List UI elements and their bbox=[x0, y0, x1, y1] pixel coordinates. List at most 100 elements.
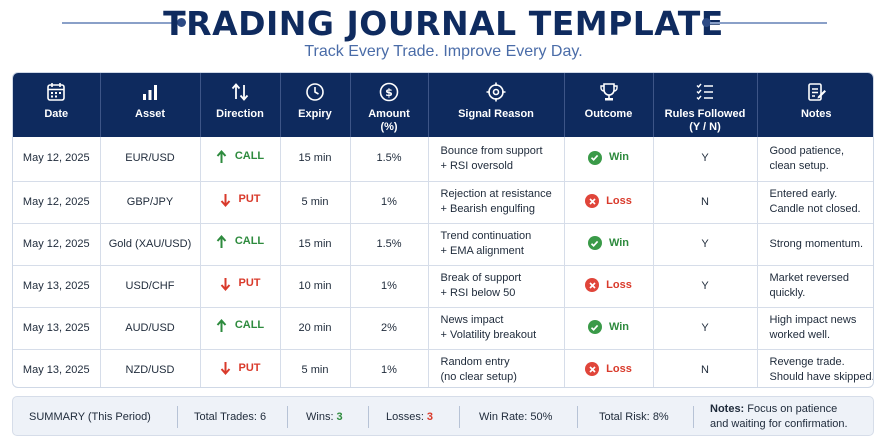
column-header-direction: Direction bbox=[200, 73, 281, 137]
cell-outcome: Win bbox=[564, 137, 654, 181]
column-header-date: Date bbox=[13, 73, 101, 137]
cell-rules: Y bbox=[653, 137, 758, 181]
cell-direction: PUT bbox=[200, 349, 281, 387]
summary-wins: Wins: 3 bbox=[306, 411, 343, 423]
column-label-outcome: Outcome bbox=[584, 108, 633, 120]
check-circle-icon bbox=[587, 150, 602, 165]
arrow-down-icon bbox=[220, 361, 231, 375]
summary-divider bbox=[693, 406, 694, 428]
outcome-label: Win bbox=[608, 151, 630, 164]
cell-amount: 2% bbox=[350, 307, 429, 349]
cell-expiry: 20 min bbox=[280, 307, 351, 349]
title-dot-right bbox=[702, 18, 711, 27]
table-row: May 13, 2025 NZD/USD PUT 5 min 1% Random entr… bbox=[13, 349, 873, 387]
cell-asset: NZD/USD bbox=[100, 349, 201, 387]
cell-amount: 1.5% bbox=[350, 137, 429, 181]
column-header-amount: $ Amount (%) bbox=[350, 73, 429, 137]
table-header-row: Date Asset Direction bbox=[13, 73, 873, 137]
column-label-amount: Amount (%) bbox=[368, 108, 410, 133]
column-label-rules: Rules Followed (Y / N) bbox=[664, 108, 746, 133]
arrow-up-icon bbox=[216, 149, 227, 164]
column-label-direction: Direction bbox=[216, 108, 264, 120]
outcome-label: Loss bbox=[606, 194, 632, 207]
cell-notes: Good patience, clean setup. bbox=[769, 144, 845, 172]
cell-asset: GBP/JPY bbox=[100, 181, 201, 223]
bar-chart-icon bbox=[139, 82, 161, 102]
summary-total-risk: Total Risk: 8% bbox=[599, 411, 669, 423]
column-header-rules: Rules Followed (Y / N) bbox=[653, 73, 758, 137]
cell-notes: Market reversed quickly. bbox=[769, 272, 849, 299]
cell-date: May 13, 2025 bbox=[13, 349, 101, 387]
clock-icon bbox=[304, 82, 326, 102]
cell-amount: 1% bbox=[350, 349, 429, 387]
cell-rules: Y bbox=[653, 223, 758, 265]
title-row: TRADING JOURNAL TEMPLATE bbox=[0, 4, 887, 44]
column-header-signal: Signal Reason bbox=[428, 73, 565, 137]
column-label-expiry: Expiry bbox=[298, 108, 332, 120]
outcome-label: Win bbox=[608, 320, 630, 333]
outcome-label: Win bbox=[608, 236, 630, 249]
table-row: May 12, 2025 GBP/JPY PUT 5 min 1% Rejection a… bbox=[13, 181, 873, 223]
x-circle-icon bbox=[585, 362, 600, 377]
cell-outcome: Win bbox=[564, 307, 654, 349]
summary-losses: Losses: 3 bbox=[386, 411, 434, 423]
column-label-notes: Notes bbox=[800, 108, 832, 120]
direction-label: CALL bbox=[234, 235, 265, 248]
column-label-asset: Asset bbox=[135, 108, 165, 120]
x-circle-icon bbox=[585, 194, 600, 208]
table-body: May 12, 2025 EUR/USD CALL 15 min 1.5% Bounce … bbox=[13, 137, 873, 387]
title-divider-right bbox=[710, 22, 827, 24]
cell-expiry: 15 min bbox=[280, 137, 351, 181]
cell-asset: Gold (XAU/USD) bbox=[100, 223, 201, 265]
arrow-down-icon bbox=[220, 193, 231, 207]
page-title: TRADING JOURNAL TEMPLATE bbox=[163, 4, 724, 43]
cell-outcome: Win bbox=[564, 223, 654, 265]
cell-expiry: 15 min bbox=[280, 223, 351, 265]
cell-outcome: Loss bbox=[564, 349, 654, 387]
page-subtitle: Track Every Trade. Improve Every Day. bbox=[304, 43, 583, 60]
notepad-icon bbox=[805, 82, 827, 102]
check-circle-icon bbox=[587, 320, 602, 334]
cell-notes: Entered early. Candle not closed. bbox=[769, 188, 861, 215]
column-header-expiry: Expiry bbox=[280, 73, 351, 137]
cell-outcome: Loss bbox=[564, 265, 654, 307]
cell-direction: CALL bbox=[200, 137, 281, 181]
arrow-up-icon bbox=[216, 318, 227, 333]
svg-text:$: $ bbox=[385, 86, 393, 99]
dollar-icon: $ bbox=[378, 82, 400, 102]
cell-amount: 1% bbox=[350, 181, 429, 223]
cell-notes: High impact news worked well. bbox=[769, 314, 857, 341]
journal-table: Date Asset Direction bbox=[12, 72, 874, 388]
cell-asset: EUR/USD bbox=[100, 137, 201, 181]
column-label-signal: Signal Reason bbox=[458, 108, 534, 120]
summary-divider bbox=[177, 406, 178, 428]
cell-direction: CALL bbox=[200, 307, 281, 349]
trophy-icon bbox=[598, 82, 620, 102]
table-row: May 13, 2025 USD/CHF PUT 10 min 1% Break of s… bbox=[13, 265, 873, 307]
summary-divider bbox=[459, 406, 460, 428]
column-header-notes: Notes bbox=[757, 73, 873, 137]
cell-rules: N bbox=[653, 181, 758, 223]
table-row: May 13, 2025 AUD/USD CALL 20 min 2% News impa… bbox=[13, 307, 873, 349]
checklist-icon bbox=[694, 82, 716, 102]
cell-rules: Y bbox=[653, 265, 758, 307]
direction-label: PUT bbox=[238, 193, 261, 206]
calendar-icon bbox=[45, 82, 67, 102]
summary-total-trades: Total Trades: 6 bbox=[194, 411, 267, 423]
cell-expiry: 5 min bbox=[280, 349, 351, 387]
cell-signal: Random entry (no clear setup) bbox=[428, 349, 565, 387]
direction-label: PUT bbox=[238, 361, 261, 374]
cell-date: May 13, 2025 bbox=[13, 307, 101, 349]
summary-divider bbox=[577, 406, 578, 428]
cell-amount: 1.5% bbox=[350, 223, 429, 265]
cell-date: May 13, 2025 bbox=[13, 265, 101, 307]
direction-label: PUT bbox=[238, 277, 261, 290]
arrow-up-icon bbox=[216, 234, 227, 249]
cell-date: May 12, 2025 bbox=[13, 137, 101, 181]
summary-divider bbox=[287, 406, 288, 428]
summary-divider bbox=[368, 406, 369, 428]
cell-expiry: 10 min bbox=[280, 265, 351, 307]
column-header-asset: Asset bbox=[100, 73, 201, 137]
summary-win-rate: Win Rate: 50% bbox=[479, 411, 553, 423]
outcome-label: Loss bbox=[606, 362, 632, 375]
